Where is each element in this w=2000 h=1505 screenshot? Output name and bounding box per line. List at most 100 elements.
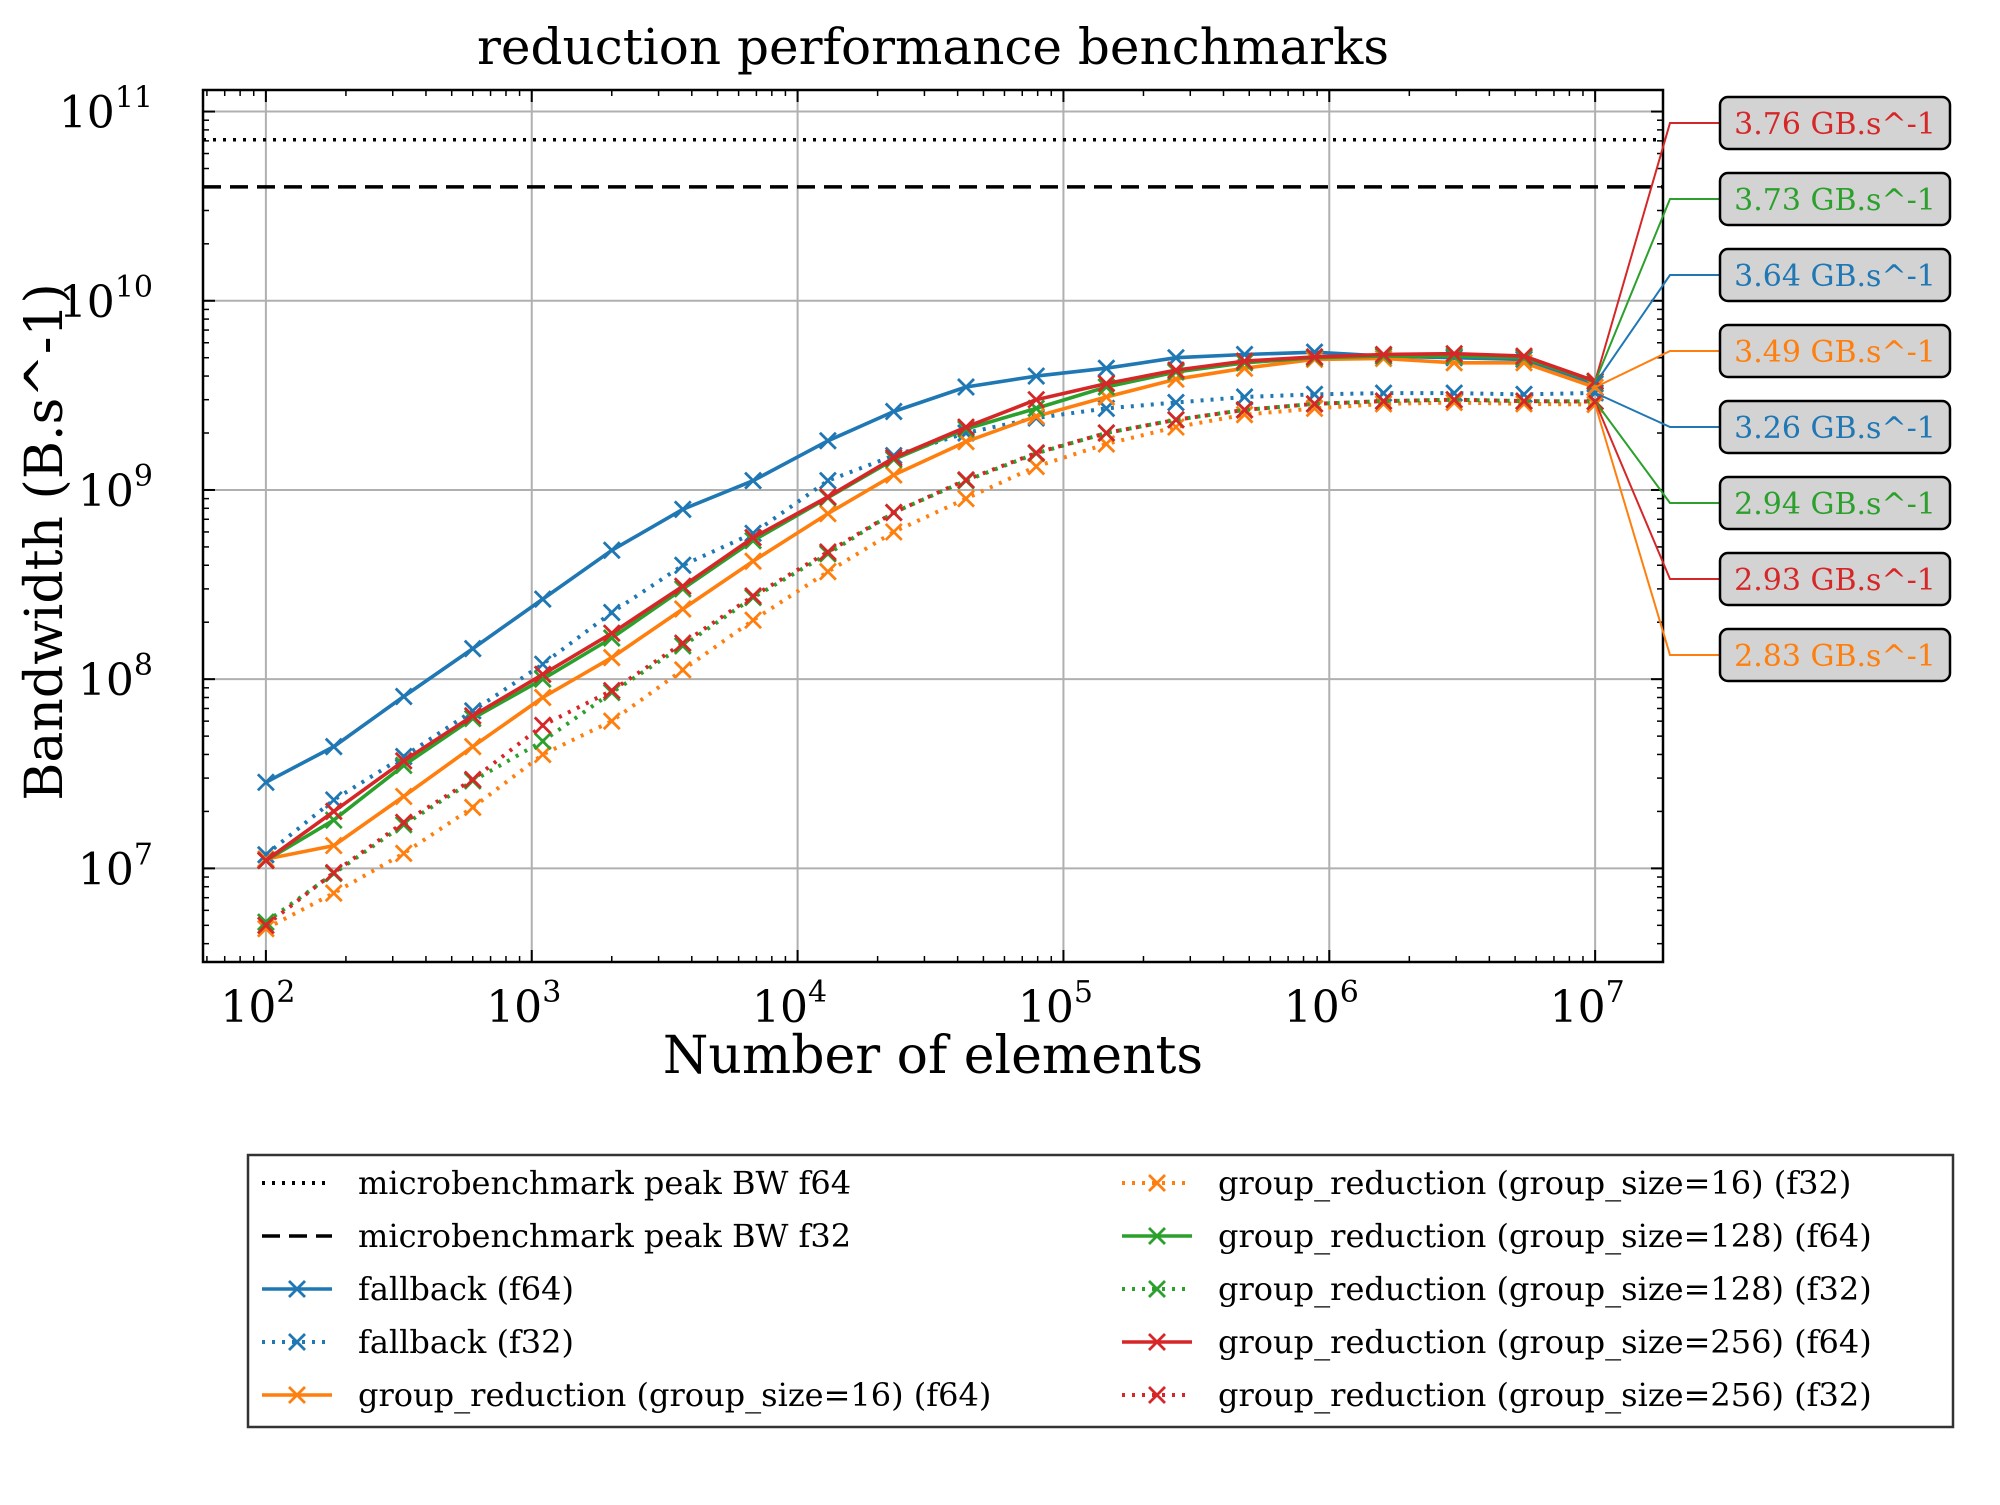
data-point-marker bbox=[673, 660, 692, 679]
data-point-marker bbox=[1235, 352, 1254, 371]
callout-label: 2.94 GB.s^-1 bbox=[1734, 487, 1936, 522]
callout-label: 3.73 GB.s^-1 bbox=[1734, 183, 1936, 218]
data-point-marker bbox=[394, 756, 413, 775]
annotation-callout: 2.93 GB.s^-1 bbox=[1594, 401, 1952, 607]
legend: microbenchmark peak BW f64 microbenchmark… bbox=[246, 1153, 1955, 1429]
data-point-marker bbox=[818, 487, 837, 506]
data-point-marker bbox=[324, 884, 343, 903]
legend-swatch-marker bbox=[288, 1280, 306, 1298]
legend-entry: group_reduction (group_size=256) (f64) bbox=[1122, 1323, 1872, 1361]
y-tick-label: 1011 bbox=[59, 81, 153, 139]
legend-entry: group_reduction (group_size=128) (f64) bbox=[1122, 1217, 1872, 1255]
callout-label: 2.93 GB.s^-1 bbox=[1734, 563, 1936, 598]
legend-entry: group_reduction (group_size=16) (f64) bbox=[262, 1376, 991, 1414]
legend-label: group_reduction (group_size=256) (f32) bbox=[1218, 1376, 1872, 1414]
data-point-marker bbox=[744, 528, 763, 547]
callout-leader bbox=[1594, 274, 1720, 385]
data-point-marker bbox=[394, 787, 413, 806]
data-point-marker bbox=[463, 770, 482, 789]
legend-entry: microbenchmark peak BW f32 bbox=[262, 1217, 851, 1255]
callout-leader bbox=[1594, 400, 1720, 504]
series-7 bbox=[256, 390, 1605, 935]
legend-swatch-marker bbox=[1148, 1333, 1166, 1351]
y-axis-label: Bandwidth (B.s^-1) bbox=[15, 283, 75, 801]
data-point-marker bbox=[1515, 392, 1533, 411]
data-point-marker bbox=[884, 448, 903, 467]
data-point-marker bbox=[673, 577, 692, 596]
data-point-marker bbox=[324, 863, 343, 882]
data-point-marker bbox=[463, 737, 482, 756]
data-point-marker bbox=[818, 504, 837, 523]
data-point-marker bbox=[1097, 424, 1116, 442]
reference-lines bbox=[203, 137, 1663, 189]
legend-label: microbenchmark peak BW f32 bbox=[358, 1217, 851, 1255]
data-point-marker bbox=[394, 844, 413, 863]
data-point-marker bbox=[533, 590, 552, 609]
data-point-marker bbox=[673, 599, 692, 618]
legend-label: microbenchmark peak BW f64 bbox=[358, 1164, 851, 1202]
data-point-marker bbox=[1515, 394, 1533, 413]
data-point-marker bbox=[1305, 347, 1324, 366]
legend-label: group_reduction (group_size=256) (f64) bbox=[1218, 1323, 1872, 1361]
data-point-marker bbox=[1305, 394, 1324, 413]
data-point-marker bbox=[1097, 359, 1116, 378]
legend-swatch-marker bbox=[288, 1386, 306, 1404]
data-point-marker bbox=[256, 913, 275, 932]
data-point-marker bbox=[256, 919, 275, 938]
data-point-marker bbox=[744, 552, 763, 571]
data-point-marker bbox=[1235, 400, 1254, 419]
data-point-marker bbox=[1445, 344, 1464, 363]
legend-entry: fallback (f64) bbox=[262, 1270, 574, 1308]
callout-leader bbox=[1594, 404, 1720, 656]
legend-entry: group_reduction (group_size=128) (f32) bbox=[1122, 1270, 1872, 1308]
data-point-marker bbox=[324, 836, 343, 855]
data-point-marker bbox=[957, 489, 975, 508]
data-point-marker bbox=[602, 624, 621, 643]
data-point-marker bbox=[884, 402, 903, 421]
series-line bbox=[264, 397, 1596, 927]
callout-box bbox=[1718, 95, 1952, 151]
y-tick-label: 1010 bbox=[59, 270, 153, 328]
axis-ticks: 102 103 104 105 106 107 107 108 109 1010 1011 bbox=[59, 81, 1663, 1033]
callout-box bbox=[1718, 399, 1952, 455]
data-point-marker bbox=[957, 432, 975, 451]
callout-leader bbox=[1594, 350, 1720, 389]
data-point-marker bbox=[884, 522, 903, 541]
legend-label: group_reduction (group_size=128) (f32) bbox=[1218, 1270, 1872, 1308]
data-point-marker bbox=[957, 378, 975, 397]
callout-box bbox=[1718, 171, 1952, 227]
data-point-marker bbox=[673, 500, 692, 519]
data-point-marker bbox=[1027, 457, 1046, 476]
data-point-marker bbox=[1445, 393, 1464, 412]
data-point-marker bbox=[1097, 374, 1116, 393]
data-point-marker bbox=[1445, 390, 1464, 409]
legend-label: group_reduction (group_size=16) (f32) bbox=[1218, 1164, 1851, 1202]
data-point-marker bbox=[673, 634, 692, 653]
data-point-marker bbox=[533, 688, 552, 707]
legend-entry: fallback (f32) bbox=[262, 1323, 574, 1361]
x-tick-label: 106 bbox=[1284, 975, 1359, 1033]
data-point-marker bbox=[957, 418, 975, 437]
callout-label: 3.49 GB.s^-1 bbox=[1734, 335, 1936, 370]
data-point-marker bbox=[884, 465, 903, 484]
data-point-marker bbox=[533, 716, 552, 735]
legend-entry: group_reduction (group_size=256) (f32) bbox=[1122, 1376, 1872, 1414]
data-point-marker bbox=[744, 587, 763, 606]
annotation-callout: 3.49 GB.s^-1 bbox=[1594, 323, 1952, 389]
data-point-marker bbox=[1515, 347, 1533, 366]
y-tick-label: 108 bbox=[78, 648, 153, 706]
annotation-callouts: 3.76 GB.s^-1 3.73 GB.s^-1 3.64 GB.s^-1 3.49… bbox=[1594, 95, 1952, 683]
callout-box bbox=[1718, 627, 1952, 683]
legend-label: fallback (f32) bbox=[358, 1323, 574, 1361]
data-point-marker bbox=[1235, 388, 1254, 406]
data-point-marker bbox=[1374, 394, 1393, 413]
callout-label: 3.76 GB.s^-1 bbox=[1734, 107, 1936, 142]
data-point-marker bbox=[324, 802, 343, 821]
legend-entry: group_reduction (group_size=16) (f32) bbox=[1122, 1164, 1851, 1202]
data-point-marker bbox=[744, 471, 763, 490]
data-point-marker bbox=[602, 648, 621, 667]
data-point-marker bbox=[602, 603, 621, 622]
data-point-marker bbox=[1166, 410, 1185, 429]
callout-leader bbox=[1594, 391, 1720, 428]
